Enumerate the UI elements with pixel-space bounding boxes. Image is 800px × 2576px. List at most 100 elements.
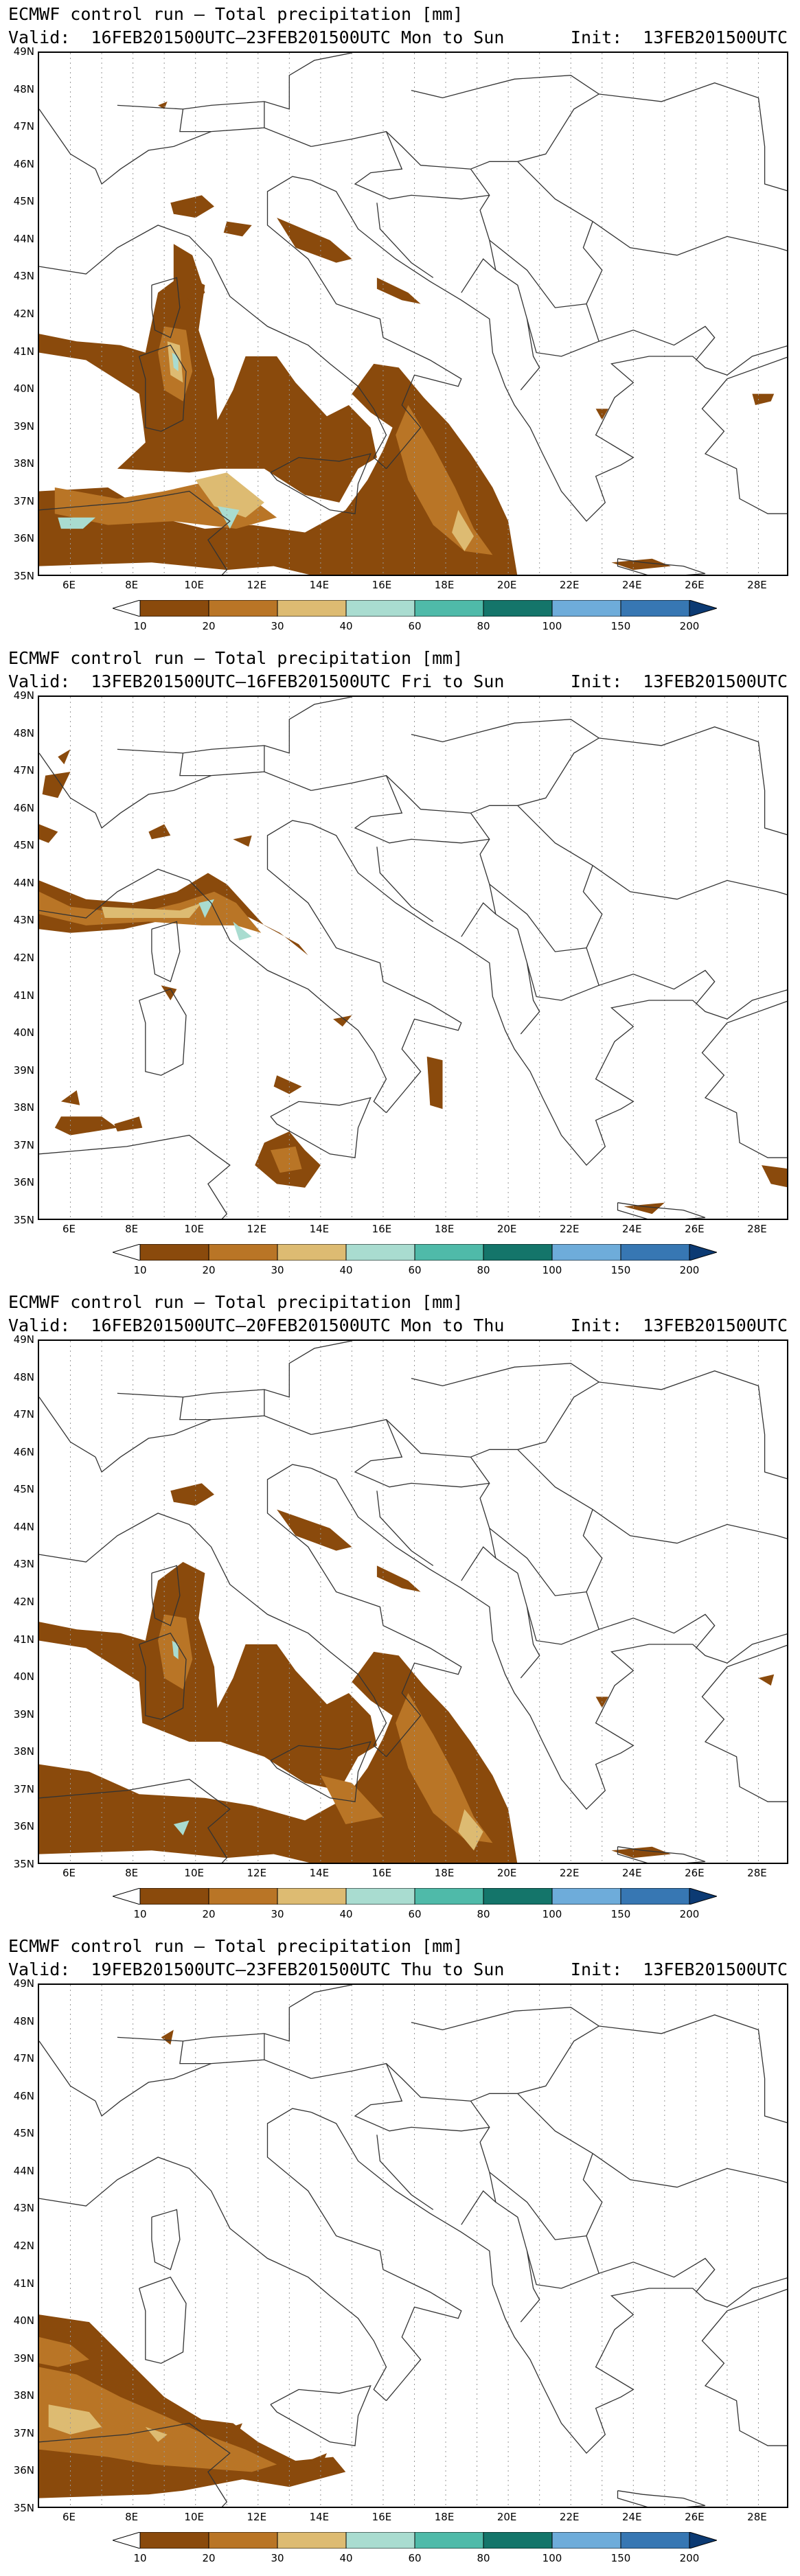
- map-panel-4: ECMWF control run – Total precipitation …: [0, 1932, 800, 2576]
- latitude-label: 37N: [13, 1138, 34, 1151]
- colorbar-label: 200: [679, 620, 700, 632]
- coastline-border: [354, 131, 490, 200]
- precip-area-10mm: [223, 221, 252, 237]
- coastline-border: [39, 869, 387, 1114]
- colorbar-label: 20: [202, 2552, 216, 2564]
- latitude-label: 49N: [13, 1333, 34, 1346]
- precip-area-10mm: [624, 1202, 665, 1215]
- longitude-label: 28E: [747, 1223, 767, 1235]
- precip-area-10mm: [148, 824, 171, 840]
- precip-area-30mm: [102, 903, 202, 918]
- colorbar-label: 150: [610, 1908, 631, 1920]
- colorbar-segment: [551, 600, 621, 617]
- latitude-label: 44N: [13, 876, 34, 889]
- latitude-label: 36N: [13, 1176, 34, 1189]
- colorbar-segment: [551, 1244, 621, 1261]
- longitude-label: 6E: [62, 2511, 76, 2523]
- latitude-label: 41N: [13, 345, 34, 358]
- latitude-label: 40N: [13, 1670, 34, 1683]
- coastline-border: [517, 161, 787, 256]
- colorbar-segment: [414, 1888, 484, 1905]
- longitude-label: 18E: [434, 1223, 455, 1235]
- precip-area-10mm: [273, 1075, 302, 1094]
- panel-title: ECMWF control run – Total precipitation …: [8, 1936, 464, 1956]
- longitude-label: 20E: [496, 1867, 517, 1879]
- precip-area-30mm: [458, 1809, 483, 1851]
- map-panel-2: ECMWF control run – Total precipitation …: [0, 644, 800, 1288]
- colorbar-label: 200: [679, 1264, 700, 1276]
- coastline-border: [266, 1464, 462, 1758]
- colorbar-label: 40: [339, 1908, 353, 1920]
- precip-area-10mm: [170, 195, 214, 218]
- coastline-border: [39, 490, 231, 575]
- precipitation-map: [38, 1339, 788, 1864]
- precip-area-10mm: [114, 1116, 143, 1131]
- latitude-label: 35N: [13, 1858, 34, 1870]
- colorbar-label: 200: [679, 2552, 700, 2564]
- longitude-label: 18E: [434, 579, 455, 591]
- latitude-label: 42N: [13, 1596, 34, 1608]
- colorbar-label: 20: [202, 620, 216, 632]
- precip-area-30mm: [145, 2426, 168, 2442]
- colorbar-segment: [620, 1244, 690, 1261]
- colorbar-label: 30: [271, 2552, 284, 2564]
- precip-area-10mm: [762, 1165, 787, 1188]
- coastline-border: [39, 2040, 96, 2102]
- coastline-border: [179, 752, 212, 777]
- latitude-label: 38N: [13, 457, 34, 470]
- coastline-border: [266, 176, 462, 470]
- map-panel-1: ECMWF control run – Total precipitation …: [0, 0, 800, 644]
- longitude-label: 20E: [496, 579, 517, 591]
- latitude-label: 48N: [13, 82, 34, 95]
- colorbar-segment: [345, 600, 415, 617]
- latitude-label: 43N: [13, 914, 34, 927]
- latitude-label: 45N: [13, 195, 34, 208]
- longitude-label: 18E: [434, 2511, 455, 2523]
- colorbar-segment: [414, 2532, 484, 2549]
- precipitation-map: [38, 695, 788, 1220]
- latitude-label: 47N: [13, 764, 34, 777]
- latitude-label: 46N: [13, 2089, 34, 2102]
- colorbar-under-arrow: [113, 1244, 141, 1261]
- coastline-border: [376, 1491, 434, 1566]
- coastline-border: [151, 277, 181, 338]
- colorbar-segment: [208, 1244, 278, 1261]
- latitude-label: 37N: [13, 2426, 34, 2439]
- longitude-label: 16E: [372, 1223, 392, 1235]
- init-time: Init: 13FEB201500UTC: [570, 1959, 788, 1979]
- panel-title: ECMWF control run – Total precipitation …: [8, 1292, 464, 1312]
- latitude-label: 36N: [13, 532, 34, 545]
- precip-area-10mm: [170, 1483, 214, 1506]
- colorbar-segment: [208, 600, 278, 617]
- colorbar-segment: [345, 1888, 415, 1905]
- precip-area-10mm: [426, 1056, 443, 1109]
- colorbar-segment: [620, 600, 690, 617]
- precip-area-10mm: [58, 749, 71, 765]
- valid-period: Valid: 13FEB201500UTC–16FEB201500UTC Fri…: [8, 671, 505, 691]
- colorbar-label: 150: [610, 2552, 631, 2564]
- coastline-border: [376, 203, 434, 278]
- latitude-label: 40N: [13, 2314, 34, 2327]
- coastline-border: [139, 344, 187, 432]
- coastline-border: [117, 53, 352, 110]
- latitude-label: 35N: [13, 1214, 34, 1226]
- colorbar-label: 10: [133, 620, 147, 632]
- latitude-label: 41N: [13, 1633, 34, 1646]
- latitude-label: 47N: [13, 1408, 34, 1421]
- coastline-border: [270, 1096, 372, 1158]
- coastline-border: [354, 2063, 490, 2132]
- colorbar-segment: [277, 2532, 347, 2549]
- colorbar-label: 100: [542, 2552, 562, 2564]
- precip-area-10mm: [161, 2029, 174, 2045]
- longitude-label: 8E: [125, 1867, 139, 1879]
- coastline-border: [310, 823, 787, 1166]
- latitude-label: 44N: [13, 2164, 34, 2177]
- longitude-label: 26E: [685, 2511, 705, 2523]
- latitude-label: 47N: [13, 120, 34, 133]
- longitude-label: 6E: [62, 1223, 76, 1235]
- precip-area-20mm: [39, 2337, 89, 2367]
- precip-area-20mm: [396, 405, 493, 555]
- coastline-border: [526, 319, 599, 357]
- precip-area-30mm: [452, 509, 474, 551]
- coastline-border: [489, 240, 587, 308]
